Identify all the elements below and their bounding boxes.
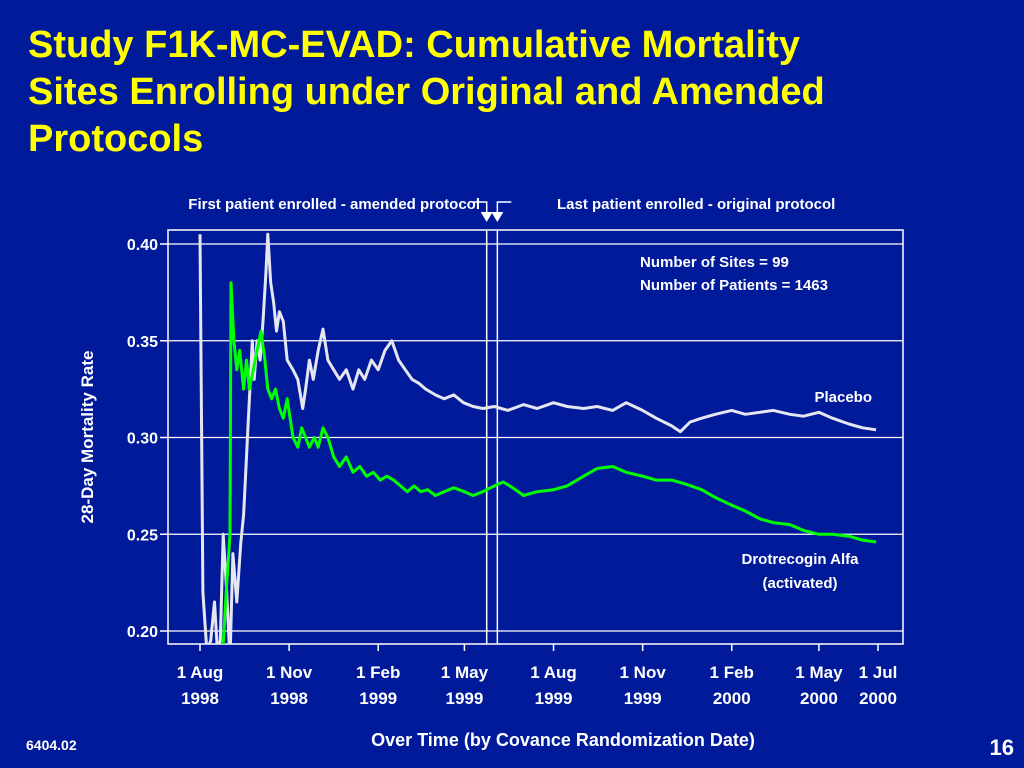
x-tick-label: 1 May [441,663,489,682]
x-tick-label-year: 1998 [270,689,308,708]
x-tick-label: 1 Aug [177,663,224,682]
x-tick-label-year: 1999 [446,689,484,708]
ref-label-original: Last patient enrolled - original protoco… [557,196,835,213]
y-tick-label: 0.30 [127,431,158,448]
slide-title: Study F1K-MC-EVAD: Cumulative Mortality … [28,22,988,163]
y-tick-label: 0.25 [127,527,158,544]
reference-connector [496,201,512,212]
x-tick-label: 1 Feb [356,663,400,682]
series-line-drotrecogin [221,281,877,644]
x-tick-label: 1 May [795,663,843,682]
reference-arrow [491,212,504,222]
title-line-3: Protocols [28,118,204,160]
series-label-drotrecogin: Drotrecogin Alfa [742,551,860,568]
x-tick-label-year: 1999 [535,689,573,708]
x-tick-label-year: 1998 [181,689,219,708]
y-tick-label: 0.20 [127,624,158,641]
series-label-drotrecogin-line2: (activated) [762,575,837,592]
series-line-placebo [198,232,877,644]
slide-code: 6404.02 [26,737,77,753]
reference-connector [472,201,488,212]
x-axis-label: Over Time (by Covance Randomization Date… [371,730,755,750]
y-tick-label: 0.35 [127,334,158,351]
title-line-1: Study F1K-MC-EVAD: Cumulative Mortality [28,24,801,66]
x-tick-label-year: 2000 [800,689,838,708]
y-axis-label: 28-Day Mortality Rate [78,351,97,524]
stats-sites: Number of Sites = 99 [640,254,789,271]
page-number: 16 [989,735,1014,760]
x-tick-label: 1 Feb [710,663,754,682]
x-tick-label-year: 2000 [859,689,897,708]
y-tick-label: 0.40 [127,237,158,254]
x-tick-label-year: 1999 [359,689,397,708]
x-tick-label: 1 Nov [619,663,666,682]
stats-patients: Number of Patients = 1463 [640,277,828,294]
x-tick-label: 1 Nov [266,663,313,682]
ref-label-amended: First patient enrolled - amended protoco… [188,196,480,213]
x-tick-label-year: 2000 [713,689,751,708]
x-tick-label: 1 Jul [859,663,898,682]
title-line-2: Sites Enrolling under Original and Amend… [28,71,825,113]
x-tick-label-year: 1999 [624,689,662,708]
x-tick-label: 1 Aug [530,663,577,682]
reference-arrow [480,212,493,222]
series-label-placebo: Placebo [814,389,872,406]
